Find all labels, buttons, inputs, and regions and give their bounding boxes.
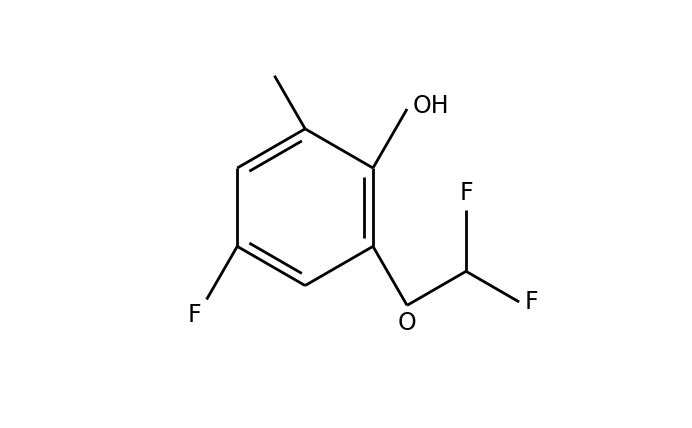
Text: OH: OH xyxy=(412,94,449,118)
Text: F: F xyxy=(459,181,473,205)
Text: O: O xyxy=(398,311,417,335)
Text: F: F xyxy=(525,290,538,314)
Text: F: F xyxy=(188,303,201,327)
